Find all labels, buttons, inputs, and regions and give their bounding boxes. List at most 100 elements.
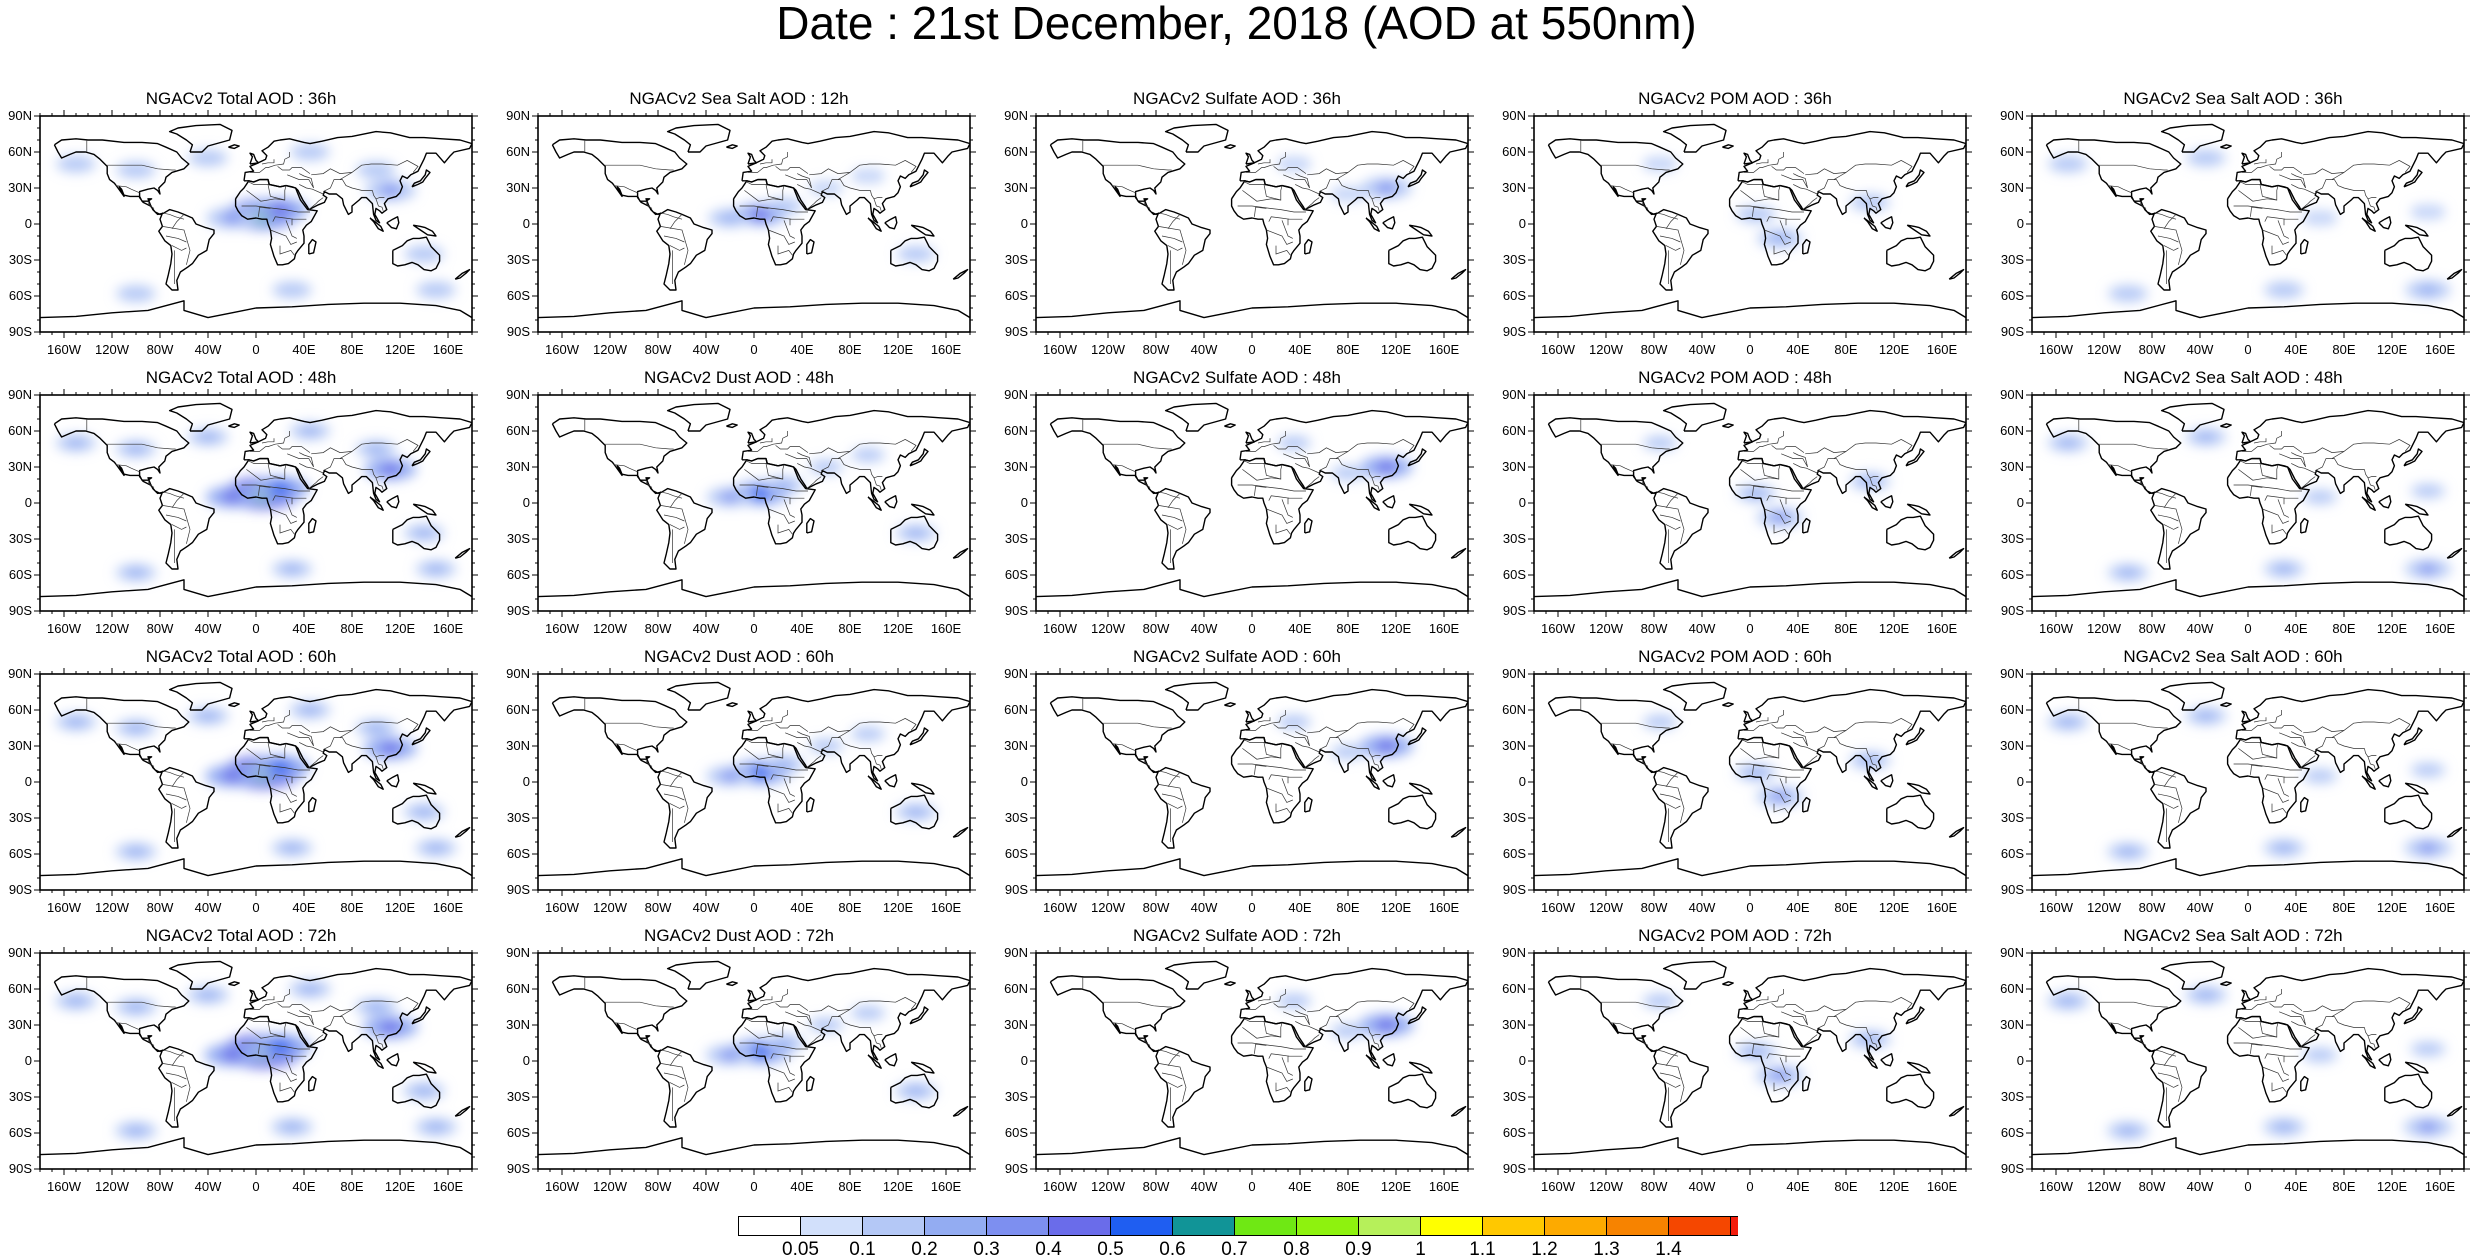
lon-tick-label: 40E <box>790 342 813 357</box>
lat-tick-label: 30N <box>506 180 530 195</box>
lon-tick-label: 160W <box>1043 342 1078 357</box>
lon-tick-label: 80W <box>147 621 174 636</box>
country-border <box>744 738 785 759</box>
aod-plume-core <box>128 1002 144 1012</box>
coastline <box>1382 495 1396 509</box>
country-border <box>669 1082 685 1088</box>
lon-tick-label: 120W <box>1091 621 1126 636</box>
aod-plume-core <box>861 172 875 180</box>
aod-plume-core <box>2313 493 2327 501</box>
country-border <box>2238 1017 2279 1038</box>
country-border <box>797 463 822 474</box>
coastline <box>2404 782 2429 795</box>
country-border <box>1771 1003 1805 1011</box>
map-panel: NGACv2 POM AOD : 72h 90N 60N 30N 0 30S 60S 90S 1… <box>1502 927 1972 1194</box>
country-border <box>107 164 176 171</box>
lon-tick-label: 120W <box>2087 1179 2122 1194</box>
coastline <box>2446 826 2463 838</box>
aod-plume-core <box>2276 564 2292 574</box>
coastline <box>1880 1053 1894 1067</box>
aod-plume-core <box>416 528 432 538</box>
aod-plume-core <box>2276 285 2292 295</box>
country-border <box>270 1066 297 1082</box>
country-border <box>2163 493 2177 508</box>
country-border <box>809 160 917 176</box>
aod-plume-core <box>428 843 444 853</box>
lon-tick-label: 80E <box>2332 900 2355 915</box>
country-border <box>261 438 275 444</box>
country-border <box>291 218 307 226</box>
country-border <box>1295 742 1320 753</box>
country-border <box>1755 438 1769 444</box>
country-border <box>107 1001 176 1008</box>
coastline <box>1662 681 1727 711</box>
country-border <box>1167 1051 1181 1066</box>
coastline <box>386 495 400 509</box>
colorbar-swatch <box>1482 1216 1545 1236</box>
country-border <box>1304 755 1320 768</box>
country-border <box>1833 730 1847 738</box>
aod-plume-core <box>1653 439 1667 447</box>
country-border <box>2262 787 2289 803</box>
lon-tick-label: 160W <box>1541 1179 1576 1194</box>
aod-plume-core <box>68 159 84 169</box>
coastline <box>168 960 233 990</box>
coastline <box>890 1073 939 1109</box>
country-border <box>147 481 155 488</box>
country-border <box>163 770 185 778</box>
country-border <box>1283 173 1310 189</box>
coastline <box>890 236 939 272</box>
country-border <box>661 212 683 220</box>
coastline <box>1905 448 1925 467</box>
country-border <box>2264 774 2286 780</box>
lat-tick-label: 30N <box>8 180 32 195</box>
coastline <box>411 1006 431 1025</box>
lon-tick-label: 160E <box>1429 342 1460 357</box>
lon-tick-label: 40E <box>2284 900 2307 915</box>
country-border <box>115 1022 140 1031</box>
lat-tick-label: 60N <box>506 981 530 996</box>
coastline <box>2446 547 2463 559</box>
country-border <box>1609 743 1634 752</box>
lat-tick-label: 90N <box>1004 945 1028 960</box>
coastline <box>1547 696 1709 849</box>
country-border <box>2277 220 2289 239</box>
lon-tick-label: 120W <box>593 1179 628 1194</box>
country-border <box>246 738 287 759</box>
country-border <box>768 508 795 524</box>
country-border <box>1371 477 1380 490</box>
coastline <box>1802 1075 1811 1092</box>
country-border <box>2315 179 2365 192</box>
country-border <box>2139 481 2147 488</box>
aod-plume-core <box>1341 748 1355 756</box>
country-border <box>323 737 373 750</box>
aod-plume-core <box>221 1049 243 1061</box>
lat-tick-label: 90S <box>2001 603 2024 618</box>
country-border <box>1371 1035 1380 1048</box>
lon-tick-label: 160W <box>545 621 580 636</box>
country-border <box>663 793 685 801</box>
aod-plume-core <box>1376 461 1397 473</box>
country-border <box>1143 760 1151 767</box>
country-border <box>663 235 685 243</box>
lon-tick-label: 0 <box>750 900 757 915</box>
coastline <box>249 710 260 723</box>
country-border <box>785 173 812 189</box>
coastline <box>666 402 731 432</box>
coastline <box>2446 268 2463 280</box>
lon-tick-label: 160W <box>47 342 82 357</box>
country-border <box>2331 172 2345 180</box>
colorbar-swatch <box>1358 1216 1421 1236</box>
lon-tick-label: 120W <box>593 621 628 636</box>
country-border <box>323 179 373 192</box>
country-border <box>789 497 805 505</box>
country-border <box>1866 748 1879 758</box>
coastline <box>1036 300 1468 319</box>
lat-tick-label: 0 <box>25 495 32 510</box>
lat-tick-label: 0 <box>1021 774 1028 789</box>
country-border <box>1802 755 1818 768</box>
country-border <box>2250 764 2263 775</box>
country-border <box>1740 748 1779 760</box>
country-border <box>1371 756 1380 769</box>
lat-tick-label: 0 <box>523 774 530 789</box>
